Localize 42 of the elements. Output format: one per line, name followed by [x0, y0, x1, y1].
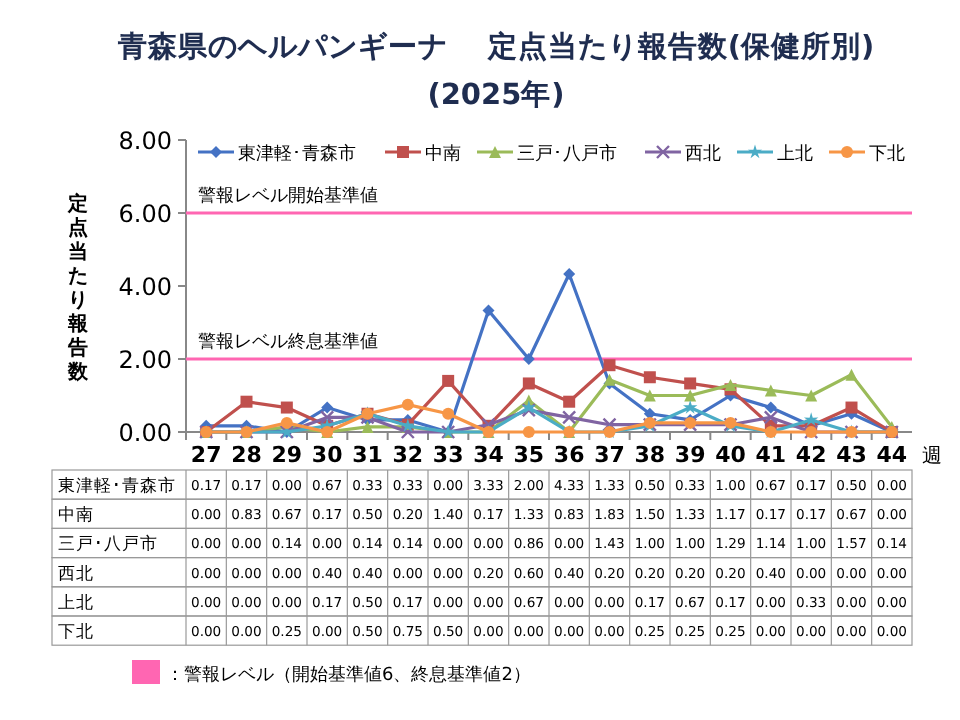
chart-subtitle: (2025年): [427, 78, 565, 112]
legend-label: 中南: [425, 143, 461, 165]
x-tick-label: 41: [755, 442, 787, 468]
legend-label: 上北: [777, 143, 813, 165]
x-tick-label: 42: [795, 442, 827, 468]
y-axis-title: 定点当たり報告数: [66, 192, 90, 384]
x-tick-label: 39: [674, 442, 706, 468]
text: 上北: [58, 593, 94, 614]
text: 西北: [58, 564, 94, 585]
x-tick-label: 33: [432, 442, 464, 468]
x-tick-label: 28: [231, 442, 262, 468]
y-tick-label: 8.00: [118, 127, 172, 155]
x-tick-label: 32: [392, 442, 424, 468]
x-tick-label: 31: [352, 442, 383, 468]
ref-line-label: 警報レベル終息基準値: [198, 331, 378, 353]
y-tick-label: 0.00: [118, 419, 172, 447]
text: 下北: [58, 623, 94, 643]
x-tick-label: 38: [634, 442, 666, 468]
y-tick-label: 2.00: [118, 346, 172, 374]
text: ：警報レベル（開始基準値6、終息基準値2）: [166, 664, 531, 686]
x-tick-label: 29: [271, 442, 303, 468]
x-tick-label: 43: [836, 442, 867, 468]
x-axis-title: 週: [922, 446, 942, 468]
legend-label: 三戸･八戸市: [517, 143, 617, 165]
x-tick-label: 34: [473, 442, 505, 468]
ref-line-label: 警報レベル開始基準値: [198, 185, 378, 207]
y-tick-label: 4.00: [118, 273, 172, 301]
legend-label: 西北: [685, 143, 721, 165]
text: 東津軽･青森市: [58, 477, 176, 497]
x-tick-label: 27: [190, 442, 222, 468]
text: 三戸･八戸市: [58, 535, 158, 556]
x-tick-label: 36: [553, 442, 586, 468]
text: 中南: [58, 506, 94, 527]
x-tick-label: 40: [715, 442, 747, 468]
x-tick-label: 44: [876, 442, 908, 468]
legend-label: 東津軽･青森市: [238, 143, 356, 165]
x-tick-label: 37: [594, 442, 625, 468]
legend-label: 下北: [869, 143, 905, 165]
x-tick-label: 35: [513, 442, 545, 468]
x-tick-label: 30: [311, 442, 344, 468]
chart-title: 青森県のヘルパンギーナ 定点当たり報告数(保健所別): [115, 28, 875, 64]
y-tick-label: 6.00: [118, 200, 172, 228]
